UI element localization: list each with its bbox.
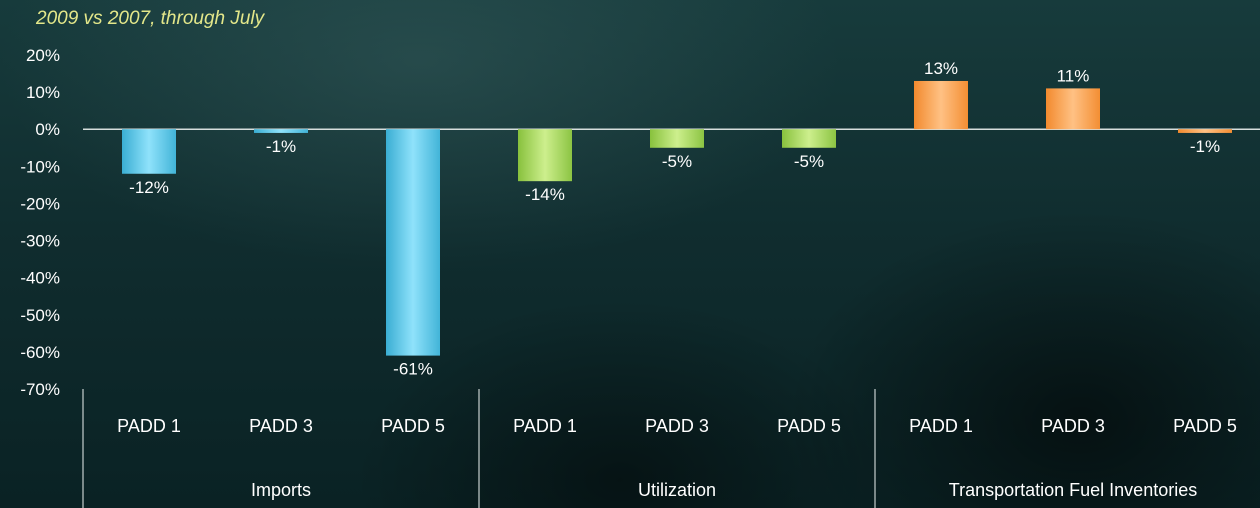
x-tick-label: PADD 5 — [1173, 416, 1237, 436]
group-label: Imports — [251, 480, 311, 500]
y-tick-label: 0% — [35, 120, 60, 139]
x-axis: PADD 1 PADD 3 PADD 5 Imports PADD 1 PADD 3 PAD… — [82, 389, 1237, 508]
y-tick-label: -50% — [20, 306, 60, 325]
bar — [1046, 88, 1100, 130]
data-label: -1% — [1190, 137, 1220, 156]
bar — [386, 129, 440, 356]
x-tick-label: PADD 5 — [381, 416, 445, 436]
y-tick-label: -10% — [20, 157, 60, 176]
data-label: 13% — [924, 59, 958, 78]
y-tick-label: -20% — [20, 194, 60, 213]
x-tick-label: PADD 1 — [909, 416, 973, 436]
x-tick-label: PADD 3 — [1041, 416, 1105, 436]
bar — [254, 129, 308, 133]
bar — [122, 129, 176, 174]
data-label: -12% — [129, 178, 169, 197]
x-tick-label: PADD 3 — [249, 416, 313, 436]
bar — [518, 129, 572, 182]
x-tick-label: PADD 3 — [645, 416, 709, 436]
x-tick-label: PADD 1 — [513, 416, 577, 436]
group-label: Transportation Fuel Inventories — [949, 480, 1197, 500]
data-label: -1% — [266, 137, 296, 156]
x-tick-label: PADD 5 — [777, 416, 841, 436]
data-label: -61% — [393, 360, 433, 379]
data-label: -14% — [525, 185, 565, 204]
y-axis: 20% 10% 0% -10% -20% -30% -40% -50% -60% -70% — [20, 46, 60, 399]
y-tick-label: -40% — [20, 269, 60, 288]
group-label: Utilization — [638, 480, 716, 500]
y-tick-label: 10% — [26, 83, 60, 102]
bar — [914, 80, 968, 130]
data-label: -5% — [794, 152, 824, 171]
y-tick-label: -30% — [20, 232, 60, 251]
data-label: -5% — [662, 152, 692, 171]
bar — [782, 129, 836, 148]
data-label: 11% — [1057, 66, 1090, 85]
y-tick-label: -70% — [20, 380, 60, 399]
chart-subtitle: 2009 vs 2007, through July — [36, 8, 265, 29]
bar — [650, 129, 704, 148]
y-tick-label: 20% — [26, 46, 60, 65]
y-tick-label: -60% — [20, 343, 60, 362]
bar — [1178, 129, 1232, 133]
bars-layer: -12% -1% -61% -14% -5% -5% 13% 11% -1% — [83, 59, 1260, 379]
x-tick-label: PADD 1 — [117, 416, 181, 436]
